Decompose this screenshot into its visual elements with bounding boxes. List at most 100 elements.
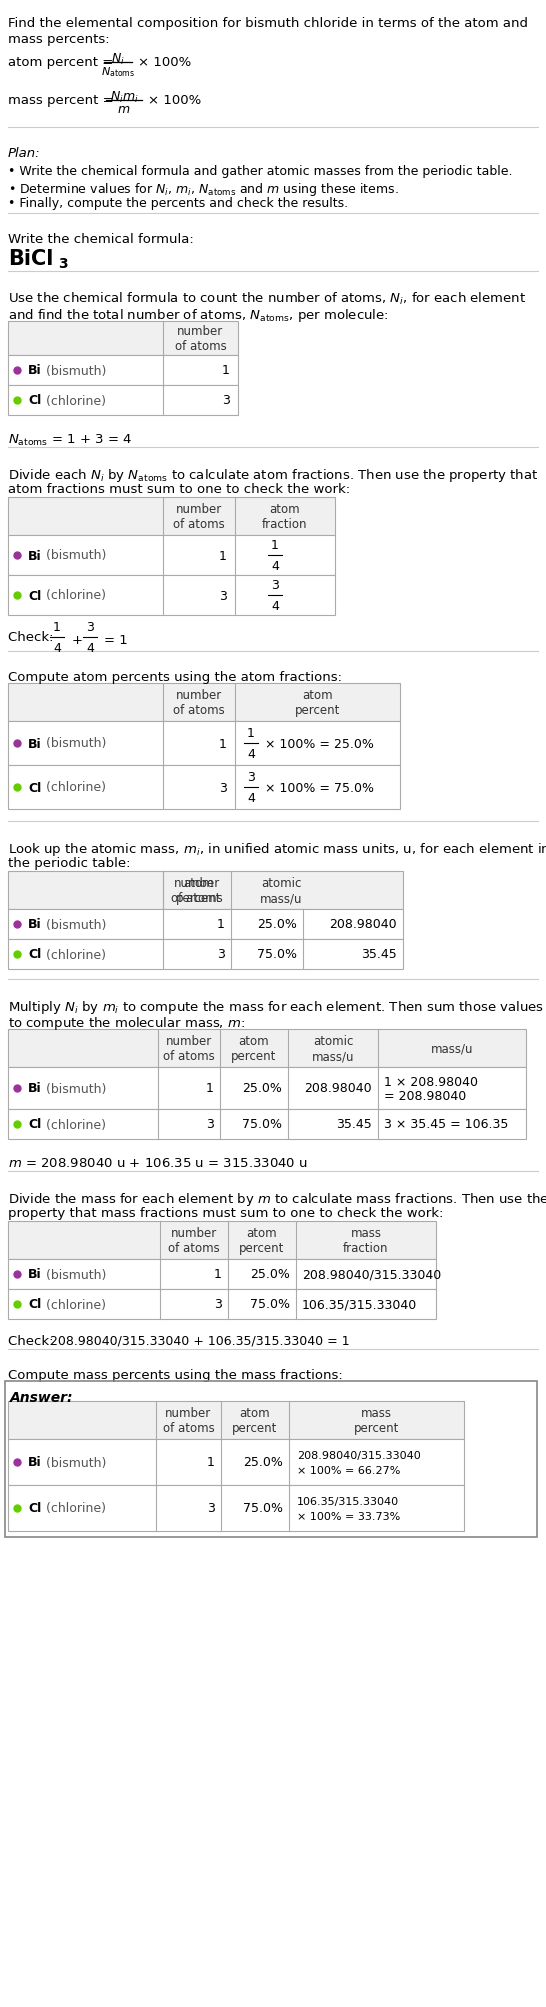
Text: number
of atoms: number of atoms [163, 1034, 215, 1062]
Text: 3 × 35.45 = 106.35: 3 × 35.45 = 106.35 [384, 1118, 508, 1130]
Text: Cl: Cl [28, 590, 41, 602]
Text: number
of atoms: number of atoms [168, 1226, 220, 1254]
Bar [8, 498, 335, 536]
Text: mass percent =: mass percent = [8, 94, 118, 106]
Text: to compute the molecular mass, $m$:: to compute the molecular mass, $m$: [8, 1014, 245, 1032]
Bar [8, 1222, 436, 1258]
Text: (bismuth): (bismuth) [42, 917, 106, 931]
Text: × 100% = 33.73%: × 100% = 33.73% [297, 1511, 400, 1521]
Text: Compute mass percents using the mass fractions:: Compute mass percents using the mass fra… [8, 1369, 343, 1381]
Bar [8, 723, 400, 765]
Text: mass
percent: mass percent [354, 1407, 399, 1435]
Text: (bismuth): (bismuth) [42, 550, 106, 562]
Text: Compute atom percents using the atom fractions:: Compute atom percents using the atom fra… [8, 670, 342, 684]
Bar [8, 765, 400, 809]
Text: $N_{\mathrm{atoms}}$ = 1 + 3 = 4: $N_{\mathrm{atoms}}$ = 1 + 3 = 4 [8, 434, 132, 448]
Text: Bi: Bi [28, 1268, 41, 1280]
Text: +: + [72, 634, 83, 646]
Text: and find the total number of atoms, $N_{\mathrm{atoms}}$, per molecule:: and find the total number of atoms, $N_{… [8, 307, 389, 323]
Bar [8, 1068, 526, 1110]
Text: 3: 3 [58, 257, 68, 271]
Text: Check:: Check: [8, 630, 58, 644]
Text: 1: 1 [222, 365, 230, 377]
Text: $N_{\mathrm{atoms}}$: $N_{\mathrm{atoms}}$ [101, 64, 135, 78]
Text: 1: 1 [207, 1455, 215, 1469]
Bar [8, 355, 238, 385]
Bar [8, 1258, 436, 1288]
Text: × 100% = 66.27%: × 100% = 66.27% [297, 1465, 400, 1475]
Text: atom
fraction: atom fraction [262, 502, 308, 530]
Text: (chlorine): (chlorine) [42, 781, 106, 795]
Text: Multiply $N_i$ by $m_i$ to compute the mass for each element. Then sum those val: Multiply $N_i$ by $m_i$ to compute the m… [8, 999, 544, 1016]
Text: (bismuth): (bismuth) [42, 1268, 106, 1280]
Text: × 100% = 25.0%: × 100% = 25.0% [265, 737, 374, 751]
Text: (bismuth): (bismuth) [42, 365, 106, 377]
Text: $m$ = 208.98040 u + 106.35 u = 315.33040 u: $m$ = 208.98040 u + 106.35 u = 315.33040… [8, 1156, 308, 1170]
Text: atom
percent: atom percent [176, 877, 222, 905]
Text: Cl: Cl [28, 1299, 41, 1311]
Text: mass percents:: mass percents: [8, 32, 110, 46]
Text: 3: 3 [86, 620, 94, 634]
Text: × 100% = 75.0%: × 100% = 75.0% [265, 781, 374, 795]
Text: 208.98040/315.33040: 208.98040/315.33040 [297, 1451, 421, 1461]
Text: 4: 4 [247, 791, 255, 805]
Text: 3: 3 [207, 1501, 215, 1515]
Text: (bismuth): (bismuth) [42, 1455, 106, 1469]
Text: BiCl: BiCl [8, 249, 54, 269]
Text: 4: 4 [247, 749, 255, 761]
Bar [8, 321, 238, 355]
Text: 25.0%: 25.0% [250, 1268, 290, 1280]
Text: Find the elemental composition for bismuth chloride in terms of the atom and: Find the elemental composition for bismu… [8, 16, 528, 30]
Text: 4: 4 [86, 642, 94, 654]
Text: $N_i$: $N_i$ [111, 52, 125, 66]
Text: Bi: Bi [28, 1082, 41, 1096]
Text: atom percent =: atom percent = [8, 56, 117, 68]
Text: atom
percent: atom percent [295, 688, 340, 716]
Text: (chlorine): (chlorine) [42, 1118, 106, 1130]
Text: 75.0%: 75.0% [257, 947, 297, 961]
Bar [8, 1439, 464, 1485]
Text: 3: 3 [217, 947, 225, 961]
Text: 75.0%: 75.0% [242, 1118, 282, 1130]
Text: Check:: Check: [8, 1335, 58, 1347]
Text: • Finally, compute the percents and check the results.: • Finally, compute the percents and chec… [8, 197, 348, 211]
Text: 106.35/315.33040: 106.35/315.33040 [302, 1299, 417, 1311]
Text: Use the chemical formula to count the number of atoms, $N_i$, for each element: Use the chemical formula to count the nu… [8, 291, 526, 307]
Text: 1: 1 [271, 538, 279, 552]
Text: 1: 1 [247, 727, 255, 741]
Text: 25.0%: 25.0% [257, 917, 297, 931]
Text: 1: 1 [214, 1268, 222, 1280]
Bar [8, 1110, 526, 1140]
Text: (bismuth): (bismuth) [42, 737, 106, 751]
Text: (chlorine): (chlorine) [42, 590, 106, 602]
Text: 208.98040: 208.98040 [329, 917, 397, 931]
Text: Bi: Bi [28, 1455, 41, 1469]
Text: = 1: = 1 [104, 634, 128, 646]
Text: × 100%: × 100% [138, 56, 191, 68]
Text: Bi: Bi [28, 365, 41, 377]
Text: 1: 1 [217, 917, 225, 931]
Bar [8, 576, 335, 616]
Text: mass/u: mass/u [431, 1042, 473, 1056]
Text: atomic
mass/u: atomic mass/u [312, 1034, 354, 1062]
Text: (chlorine): (chlorine) [42, 947, 106, 961]
Text: Answer:: Answer: [10, 1391, 74, 1405]
Text: 4: 4 [271, 600, 279, 612]
Text: Cl: Cl [28, 1501, 41, 1515]
Text: atom fractions must sum to one to check the work:: atom fractions must sum to one to check … [8, 484, 350, 496]
Text: Divide the mass for each element by $m$ to calculate mass fractions. Then use th: Divide the mass for each element by $m$ … [8, 1190, 546, 1208]
Text: (chlorine): (chlorine) [42, 1299, 106, 1311]
Text: 3: 3 [214, 1299, 222, 1311]
Bar [8, 536, 335, 576]
Text: Cl: Cl [28, 781, 41, 795]
Text: × 100%: × 100% [148, 94, 201, 106]
Text: 208.98040/315.33040: 208.98040/315.33040 [302, 1268, 441, 1280]
Text: • Determine values for $N_i$, $m_i$, $N_{\mathrm{atoms}}$ and $m$ using these it: • Determine values for $N_i$, $m_i$, $N_… [8, 181, 399, 199]
Text: 4: 4 [271, 560, 279, 572]
Text: Write the chemical formula:: Write the chemical formula: [8, 233, 194, 247]
Text: 1: 1 [53, 620, 61, 634]
Bar [8, 385, 238, 415]
Text: the periodic table:: the periodic table: [8, 857, 130, 869]
Text: atom
percent: atom percent [232, 1407, 278, 1435]
Text: $N_i m_i$: $N_i m_i$ [110, 90, 138, 104]
